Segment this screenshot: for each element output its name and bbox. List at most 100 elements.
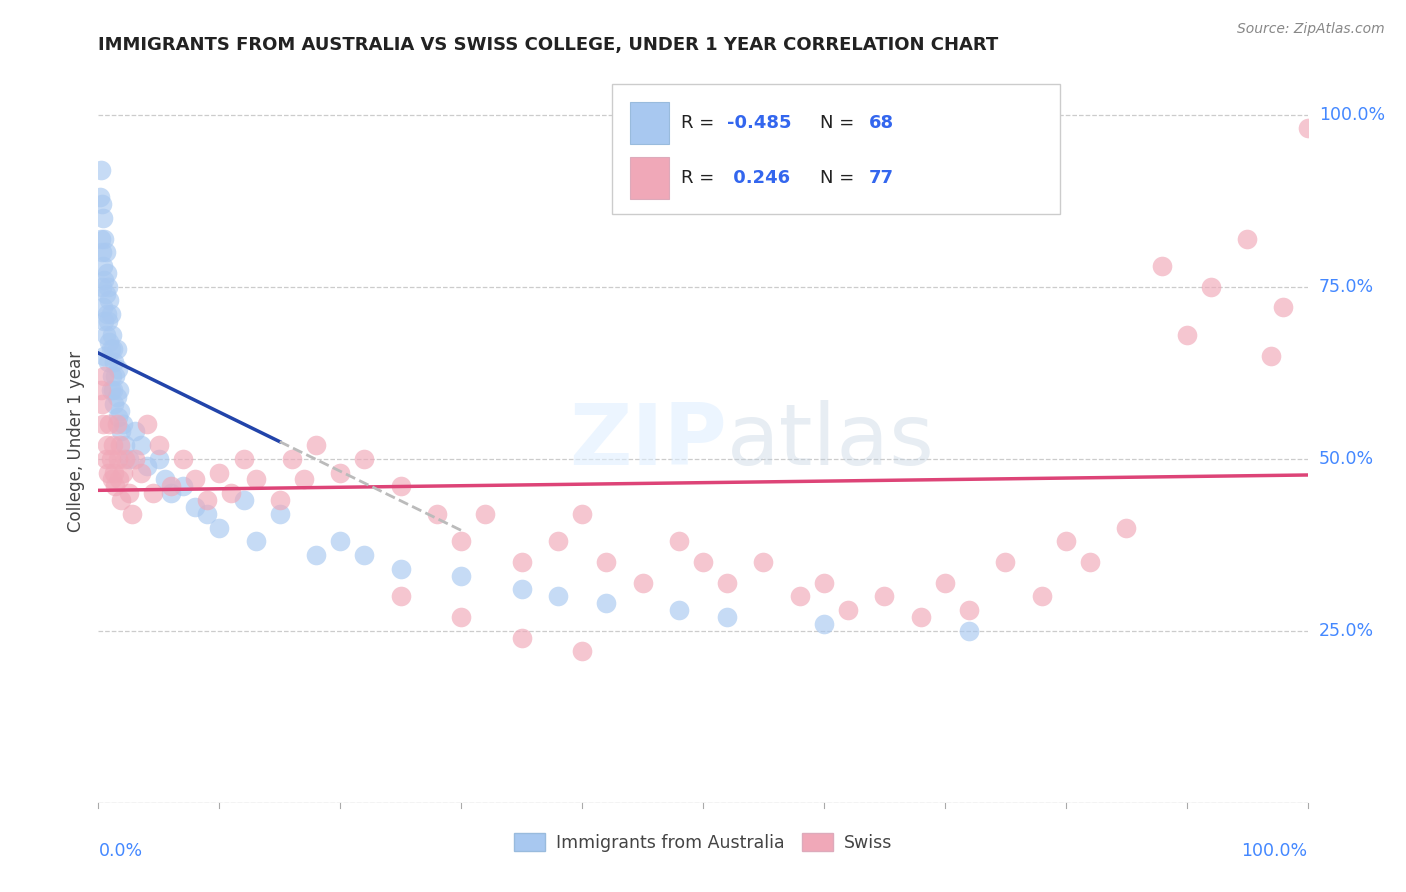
Point <box>90 231 112 245</box>
Point <box>668 534 690 549</box>
Point <box>1199 279 1222 293</box>
Text: IMMIGRANTS FROM AUSTRALIA VS SWISS COLLEGE, UNDER 1 YEAR CORRELATION CHART: IMMIGRANTS FROM AUSTRALIA VS SWISS COLLE… <box>98 36 998 54</box>
Text: 50.0%: 50.0% <box>1319 450 1374 467</box>
Point <box>90 162 112 177</box>
Point <box>101 342 124 356</box>
Point <box>305 548 328 562</box>
Point <box>873 590 896 604</box>
Y-axis label: College, Under 1 year: College, Under 1 year <box>66 351 84 533</box>
Point <box>121 507 143 521</box>
Point <box>1296 121 1319 136</box>
Point <box>474 507 496 521</box>
Point <box>353 548 375 562</box>
Point <box>94 245 117 260</box>
Point <box>716 610 738 624</box>
Point <box>107 362 129 376</box>
Point <box>135 458 157 473</box>
Point <box>105 390 128 404</box>
Point <box>668 603 690 617</box>
Point <box>450 534 472 549</box>
Point <box>98 293 121 308</box>
Point <box>389 562 412 576</box>
Point <box>184 500 207 514</box>
Point <box>281 451 304 466</box>
Point <box>124 451 146 466</box>
Point <box>108 403 131 417</box>
Point <box>129 438 152 452</box>
Text: 100.0%: 100.0% <box>1241 842 1308 860</box>
Point <box>94 451 117 466</box>
Point <box>96 307 118 321</box>
Point <box>934 575 956 590</box>
Point <box>160 479 183 493</box>
Point <box>124 424 146 438</box>
Point <box>208 466 231 480</box>
Point <box>245 472 267 486</box>
Point <box>101 438 124 452</box>
Point <box>91 301 114 315</box>
Point <box>129 466 152 480</box>
Point <box>172 451 194 466</box>
Point <box>329 466 352 480</box>
Text: atlas: atlas <box>727 400 935 483</box>
Point <box>195 507 218 521</box>
Point <box>118 486 141 500</box>
Point <box>107 410 129 425</box>
Point <box>93 349 115 363</box>
Point <box>100 383 122 397</box>
FancyBboxPatch shape <box>630 157 669 200</box>
Point <box>103 397 125 411</box>
Text: 25.0%: 25.0% <box>1319 622 1374 640</box>
Point <box>631 575 654 590</box>
Text: ZIP: ZIP <box>569 400 727 483</box>
Point <box>91 417 114 432</box>
Point <box>353 451 375 466</box>
Point <box>329 534 352 549</box>
Point <box>752 555 775 569</box>
Point <box>957 624 980 638</box>
Point <box>148 438 170 452</box>
Point <box>450 568 472 582</box>
Point <box>184 472 207 486</box>
Point <box>103 466 125 480</box>
Text: -0.485: -0.485 <box>727 114 792 132</box>
Point <box>426 507 449 521</box>
Point <box>153 472 176 486</box>
Point <box>93 231 115 245</box>
Point <box>98 334 121 349</box>
Point <box>91 245 114 260</box>
Point <box>510 631 533 645</box>
Point <box>101 383 124 397</box>
Point <box>208 520 231 534</box>
Point <box>292 472 315 486</box>
Text: 0.0%: 0.0% <box>98 842 142 860</box>
Point <box>1152 259 1174 273</box>
FancyBboxPatch shape <box>630 102 669 145</box>
Text: N =: N = <box>820 114 860 132</box>
Point <box>1260 349 1282 363</box>
Point <box>90 383 112 397</box>
Point <box>100 451 122 466</box>
Point <box>692 555 714 569</box>
Point <box>1115 520 1137 534</box>
Point <box>96 266 118 280</box>
Text: 68: 68 <box>869 114 894 132</box>
Point <box>100 327 122 342</box>
Point <box>389 590 412 604</box>
Point <box>93 369 115 384</box>
Point <box>114 451 136 466</box>
Text: N =: N = <box>820 169 860 187</box>
Point <box>110 493 132 508</box>
Point <box>108 438 131 452</box>
Point <box>96 438 118 452</box>
Point <box>100 307 122 321</box>
Legend: Immigrants from Australia, Swiss: Immigrants from Australia, Swiss <box>508 827 898 859</box>
Point <box>1272 301 1295 315</box>
Point <box>547 590 569 604</box>
Point <box>94 286 117 301</box>
Point <box>93 314 115 328</box>
Point <box>269 507 291 521</box>
Point <box>111 466 134 480</box>
Text: 0.246: 0.246 <box>727 169 790 187</box>
Text: 100.0%: 100.0% <box>1319 105 1385 124</box>
